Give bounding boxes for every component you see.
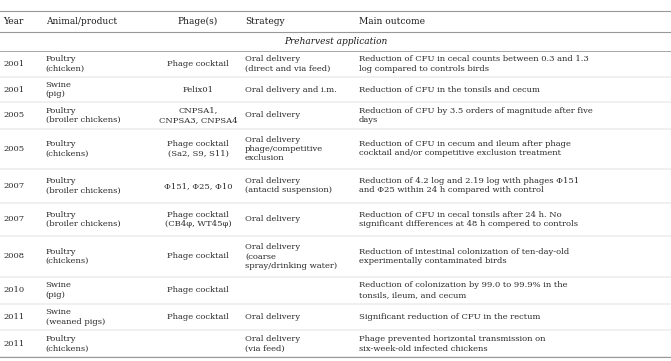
Text: Oral delivery
(antacid suspension): Oral delivery (antacid suspension) [245,177,332,194]
Text: 2005: 2005 [3,145,24,153]
Text: Reduction of CFU in the tonsils and cecum: Reduction of CFU in the tonsils and cecu… [359,86,540,93]
Text: Poultry
(broiler chickens): Poultry (broiler chickens) [46,177,120,194]
Text: Year: Year [3,17,23,26]
Text: 2001: 2001 [3,86,24,93]
Text: Reduction of 4.2 log and 2.19 log with phages Φ151
and Φ25 within 24 h compared : Reduction of 4.2 log and 2.19 log with p… [359,177,579,194]
Text: Phage cocktail
(Sa2, S9, S11): Phage cocktail (Sa2, S9, S11) [167,140,229,157]
Text: 2011: 2011 [3,340,25,348]
Text: Oral delivery
(via feed): Oral delivery (via feed) [245,335,300,353]
Text: 2007: 2007 [3,182,24,190]
Text: Significant reduction of CFU in the rectum: Significant reduction of CFU in the rect… [359,313,540,321]
Text: Reduction of CFU in cecal counts between 0.3 and 1.3
log compared to controls bi: Reduction of CFU in cecal counts between… [359,55,588,73]
Text: Oral delivery
phage/competitive
exclusion: Oral delivery phage/competitive exclusio… [245,136,323,162]
Text: Poultry
(broiler chickens): Poultry (broiler chickens) [46,106,120,124]
Text: Phage cocktail: Phage cocktail [167,60,229,68]
Text: 2005: 2005 [3,111,24,119]
Text: Swine
(pig): Swine (pig) [46,282,72,299]
Text: Reduction of CFU by 3.5 orders of magnitude after five
days: Reduction of CFU by 3.5 orders of magnit… [359,106,592,124]
Text: 2001: 2001 [3,60,24,68]
Text: Preharvest application: Preharvest application [284,37,387,46]
Text: 2008: 2008 [3,252,24,260]
Text: Reduction of intestinal colonization of ten-day-old
experimentally contaminated : Reduction of intestinal colonization of … [359,248,569,265]
Text: Reduction of CFU in cecal tonsils after 24 h. No
significant differences at 48 h: Reduction of CFU in cecal tonsils after … [359,211,578,228]
Text: Φ151, Φ25, Φ10: Φ151, Φ25, Φ10 [164,182,232,190]
Text: Phage(s): Phage(s) [178,17,218,26]
Text: Reduction of CFU in cecum and ileum after phage
cocktail and/or competitive excl: Reduction of CFU in cecum and ileum afte… [359,140,571,157]
Text: Phage cocktail: Phage cocktail [167,313,229,321]
Text: Swine
(pig): Swine (pig) [46,81,72,98]
Text: Poultry
(broiler chickens): Poultry (broiler chickens) [46,211,120,228]
Text: Poultry
(chicken): Poultry (chicken) [46,55,85,73]
Text: Poultry
(chickens): Poultry (chickens) [46,248,89,265]
Text: Oral delivery
(coarse
spray/drinking water): Oral delivery (coarse spray/drinking wat… [245,243,337,270]
Text: Main outcome: Main outcome [359,17,425,26]
Text: Phage cocktail: Phage cocktail [167,252,229,260]
Text: Phage prevented horizontal transmission on
six-week-old infected chickens: Phage prevented horizontal transmission … [359,335,546,353]
Text: Phage cocktail: Phage cocktail [167,286,229,294]
Text: Felix01: Felix01 [183,86,213,93]
Text: 2010: 2010 [3,286,24,294]
Text: Phage cocktail
(CB4φ, WT45φ): Phage cocktail (CB4φ, WT45φ) [164,211,231,228]
Text: 2011: 2011 [3,313,25,321]
Text: Oral delivery: Oral delivery [245,111,300,119]
Text: Oral delivery: Oral delivery [245,313,300,321]
Text: Animal/product: Animal/product [46,17,117,26]
Text: Poultry
(chickens): Poultry (chickens) [46,140,89,157]
Text: Oral delivery and i.m.: Oral delivery and i.m. [245,86,337,93]
Text: Oral delivery
(direct and via feed): Oral delivery (direct and via feed) [245,55,330,73]
Text: Oral delivery: Oral delivery [245,216,300,223]
Text: 2007: 2007 [3,216,24,223]
Text: CNPSA1,
CNPSA3, CNPSA4: CNPSA1, CNPSA3, CNPSA4 [158,106,238,124]
Text: Swine
(weaned pigs): Swine (weaned pigs) [46,308,105,326]
Text: Strategy: Strategy [245,17,285,26]
Text: Reduction of colonization by 99.0 to 99.9% in the
tonsils, ileum, and cecum: Reduction of colonization by 99.0 to 99.… [359,282,568,299]
Text: Poultry
(chickens): Poultry (chickens) [46,335,89,353]
